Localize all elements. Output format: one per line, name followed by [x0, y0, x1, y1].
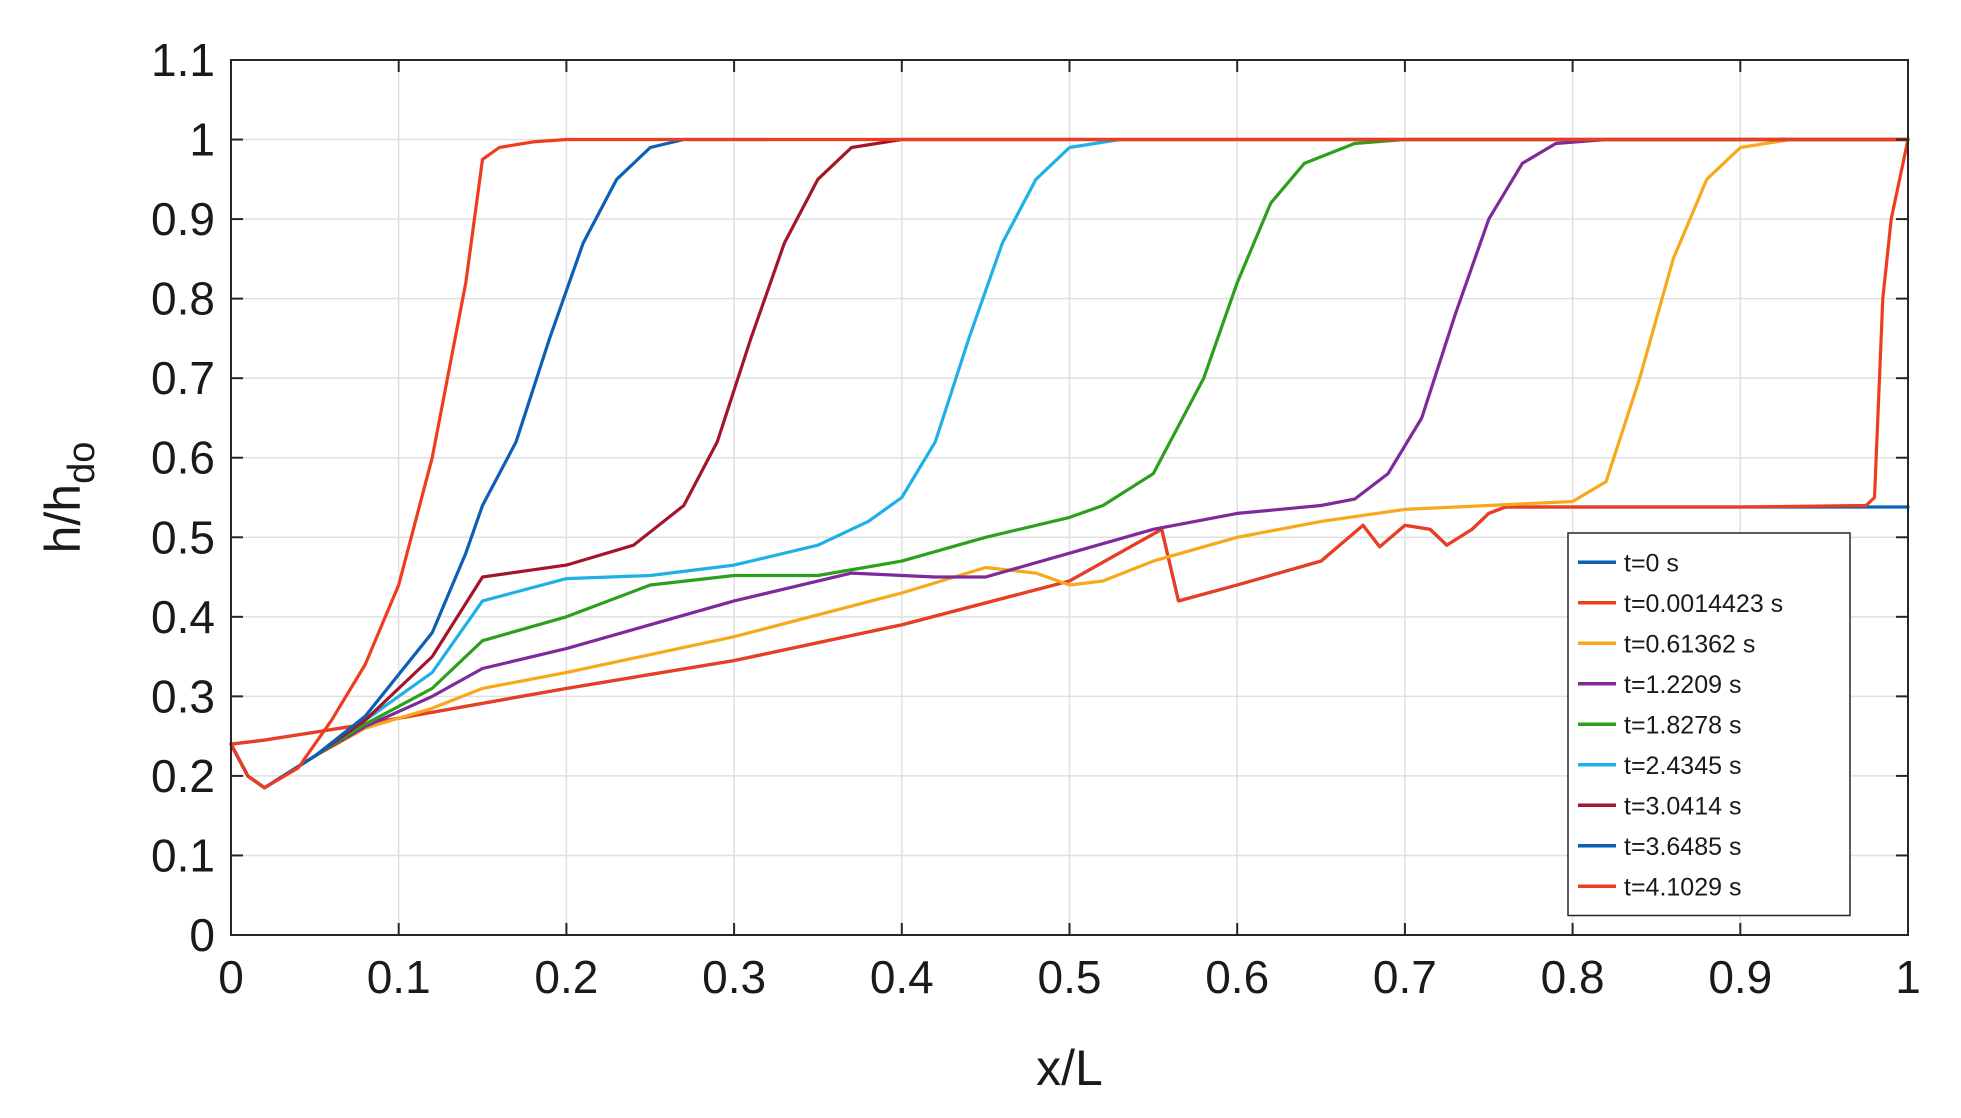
x-tick-label: 0.5: [1038, 951, 1102, 1003]
x-tick-label: 0.1: [367, 951, 431, 1003]
legend-label: t=3.6485 s: [1624, 833, 1741, 861]
series-line-2: [229, 137, 1910, 790]
y-axis-label-main: h/h: [35, 484, 91, 554]
legend: t=0 s t=0.0014423 s t=0.61362 s t=1.2209 s t…: [1567, 532, 1851, 917]
legend-box: [1567, 532, 1851, 917]
series-lines: [229, 137, 1910, 790]
series-line-3: [229, 137, 1910, 790]
series-line-8: [229, 137, 1910, 790]
x-tick-label: 0.9: [1708, 951, 1772, 1003]
series-line-1: [229, 137, 1910, 746]
y-tick-label: 0.8: [151, 273, 215, 325]
legend-label: t=0.0014423 s: [1624, 590, 1783, 618]
legend-label: t=2.4345 s: [1624, 752, 1741, 780]
x-tick-label: 0: [218, 951, 244, 1003]
y-tick-label: 0.1: [151, 829, 215, 881]
y-axis-label: h/hdo: [35, 442, 103, 554]
x-tick-label: 0.4: [870, 951, 934, 1003]
y-tick-label: 0.5: [151, 511, 215, 563]
y-axis-label-subscript: do: [61, 442, 103, 484]
y-tick-label: 1.1: [151, 34, 215, 86]
y-tick-label: 1: [189, 114, 215, 166]
legend-label: t=0 s: [1624, 549, 1679, 577]
x-tick-label: 0.2: [534, 951, 598, 1003]
legend-label: t=0.61362 s: [1624, 630, 1755, 658]
x-tick-label: 0.6: [1205, 951, 1269, 1003]
x-tick-label: 1: [1895, 951, 1921, 1003]
y-tick-label: 0.4: [151, 591, 215, 643]
series-line-4: [229, 137, 1910, 790]
x-tick-label: 0.7: [1373, 951, 1437, 1003]
legend-label: t=1.2209 s: [1624, 671, 1741, 699]
y-tick-label: 0.6: [151, 432, 215, 484]
legend-label: t=4.1029 s: [1624, 873, 1741, 901]
legend-label: t=1.8278 s: [1624, 711, 1741, 739]
x-axis-label: x/L: [1036, 1040, 1103, 1096]
x-tick-label: 0.3: [702, 951, 766, 1003]
y-tick-label: 0.9: [151, 193, 215, 245]
tick-labels: 0 0.1 0.2 0.3 0.4 0.5 0.6 0.7 0.8 0.9 1 0 0.1 0.2 0.3 0…: [151, 34, 1921, 1003]
y-tick-label: 0: [189, 909, 215, 961]
legend-label: t=3.0414 s: [1624, 792, 1741, 820]
x-tick-label: 0.8: [1541, 951, 1605, 1003]
y-tick-label: 0.3: [151, 670, 215, 722]
y-tick-label: 0.7: [151, 352, 215, 404]
y-tick-label: 0.2: [151, 750, 215, 802]
